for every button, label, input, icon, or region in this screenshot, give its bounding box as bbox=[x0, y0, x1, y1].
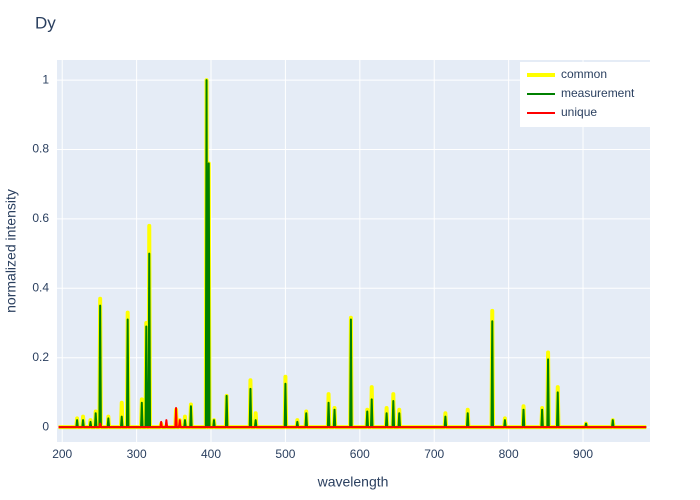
x-tick-label: 800 bbox=[499, 447, 519, 461]
y-tick-label: 0.8 bbox=[32, 142, 49, 156]
x-tick-label: 200 bbox=[52, 447, 72, 461]
x-tick-label: 600 bbox=[350, 447, 370, 461]
y-tick-label: 0 bbox=[42, 419, 49, 433]
y-tick-label: 0.6 bbox=[32, 211, 49, 225]
y-tick-label: 0.2 bbox=[32, 350, 49, 364]
x-tick-label: 900 bbox=[573, 447, 593, 461]
x-tick-label: 500 bbox=[275, 447, 295, 461]
legend-label: common bbox=[561, 67, 607, 81]
y-axis-title: normalized intensity bbox=[3, 189, 19, 313]
x-tick-label: 700 bbox=[424, 447, 444, 461]
y-tick-label: 0.4 bbox=[32, 280, 49, 294]
y-tick-label: 1 bbox=[42, 72, 49, 86]
legend-label: measurement bbox=[561, 86, 635, 100]
x-tick-label: 400 bbox=[201, 447, 221, 461]
series-line bbox=[58, 407, 647, 429]
x-tick-label: 300 bbox=[127, 447, 147, 461]
chart-title: Dy bbox=[35, 13, 56, 32]
legend-label: unique bbox=[561, 105, 597, 119]
x-axis-title: wavelength bbox=[317, 474, 389, 490]
